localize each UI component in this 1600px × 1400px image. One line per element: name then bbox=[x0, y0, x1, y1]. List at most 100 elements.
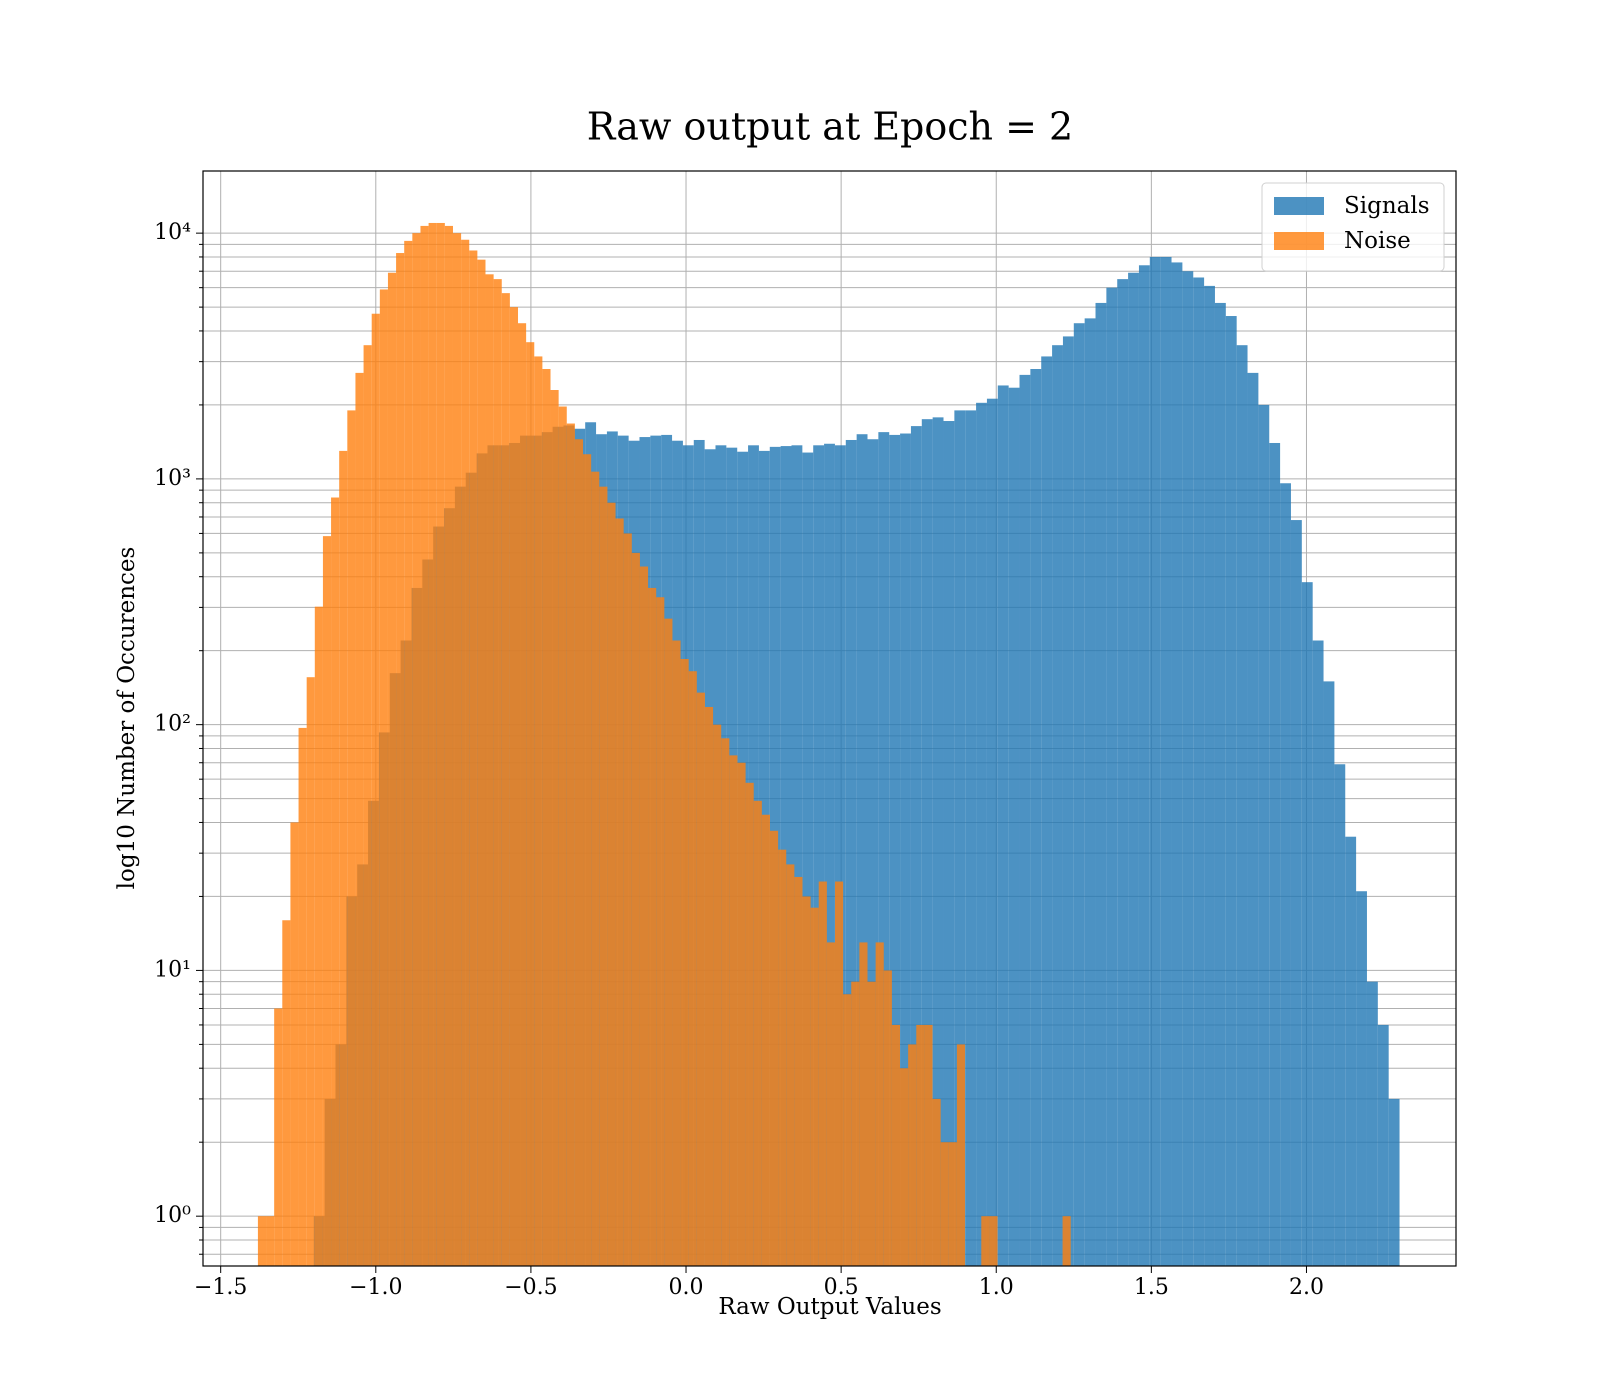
bar bbox=[656, 597, 665, 1266]
bar bbox=[379, 289, 388, 1266]
bar bbox=[989, 1216, 998, 1266]
bar bbox=[518, 323, 527, 1266]
bar bbox=[274, 1008, 283, 1266]
bar bbox=[1019, 374, 1031, 1266]
bar bbox=[943, 421, 955, 1267]
bar bbox=[623, 533, 632, 1266]
legend-swatch bbox=[1274, 232, 1324, 250]
bar bbox=[908, 1044, 917, 1266]
bar bbox=[428, 222, 437, 1267]
bar bbox=[910, 426, 922, 1266]
bar bbox=[1204, 285, 1215, 1266]
axes: −1.5 −1.0 −0.5 0.0 0.5 1.0 1.5 2.0 10⁰ 10¹ 10² 10³ 1… bbox=[154, 170, 1457, 1300]
bar bbox=[501, 293, 510, 1266]
bar bbox=[1062, 336, 1074, 1266]
bar bbox=[509, 307, 519, 1266]
bar bbox=[1052, 345, 1063, 1266]
x-tick-label: −1.0 bbox=[349, 1275, 402, 1300]
legend-label: Noise bbox=[1344, 228, 1411, 254]
bar bbox=[965, 410, 977, 1266]
bar bbox=[802, 896, 811, 1266]
bar bbox=[791, 445, 803, 1266]
bar bbox=[436, 222, 445, 1267]
bar bbox=[1269, 442, 1281, 1267]
bar bbox=[412, 233, 421, 1267]
bars bbox=[257, 222, 1400, 1267]
bar bbox=[534, 356, 543, 1267]
bar bbox=[542, 369, 551, 1267]
bar bbox=[1128, 272, 1139, 1266]
bar bbox=[493, 279, 502, 1266]
bar bbox=[371, 313, 380, 1266]
bar bbox=[986, 398, 998, 1266]
bar bbox=[1356, 891, 1367, 1266]
bar bbox=[664, 618, 673, 1266]
bar bbox=[976, 402, 987, 1267]
bar bbox=[339, 450, 348, 1267]
bar bbox=[266, 1216, 275, 1266]
bar bbox=[867, 981, 876, 1266]
bar bbox=[843, 994, 852, 1266]
bar bbox=[298, 727, 307, 1266]
x-tick-label: −1.5 bbox=[194, 1275, 247, 1300]
bar bbox=[721, 738, 730, 1266]
bar bbox=[1247, 372, 1259, 1267]
bar bbox=[1280, 483, 1291, 1266]
y-tick-label: 10³ bbox=[154, 466, 191, 491]
bar bbox=[956, 1044, 966, 1266]
bar bbox=[1225, 316, 1237, 1266]
bar bbox=[257, 1216, 267, 1266]
bar bbox=[794, 876, 803, 1266]
bar bbox=[639, 566, 649, 1266]
chart-title: Raw output at Epoch = 2 bbox=[587, 105, 1073, 149]
bar bbox=[566, 423, 575, 1266]
x-tick-label: 1.0 bbox=[979, 1275, 1014, 1300]
y-tick-label: 10⁴ bbox=[154, 220, 191, 245]
y-axis-label: log10 Number of Occurences bbox=[114, 547, 140, 890]
bar bbox=[615, 518, 624, 1266]
bar bbox=[921, 419, 933, 1266]
bar bbox=[818, 881, 827, 1266]
bar bbox=[826, 942, 835, 1266]
bar bbox=[387, 272, 397, 1266]
bar bbox=[900, 433, 911, 1267]
bar bbox=[631, 552, 640, 1266]
bar bbox=[355, 372, 364, 1267]
bar bbox=[1095, 302, 1107, 1266]
bar bbox=[347, 410, 356, 1266]
bar bbox=[891, 1024, 901, 1266]
bar bbox=[981, 1216, 990, 1266]
bar bbox=[461, 239, 470, 1266]
bar bbox=[1160, 256, 1172, 1266]
legend-swatch bbox=[1274, 197, 1324, 215]
bar bbox=[845, 439, 857, 1266]
bar bbox=[452, 233, 462, 1267]
bar bbox=[1062, 1216, 1071, 1266]
bar bbox=[1008, 387, 1020, 1266]
bar bbox=[761, 814, 770, 1266]
bar bbox=[599, 486, 608, 1266]
bar bbox=[322, 536, 332, 1266]
bar bbox=[331, 497, 340, 1266]
y-tick-label: 10¹ bbox=[154, 957, 191, 982]
bar bbox=[729, 755, 738, 1266]
bar bbox=[1236, 345, 1248, 1266]
bar bbox=[802, 452, 814, 1267]
bar bbox=[1388, 1098, 1400, 1266]
legend-label: Signals bbox=[1344, 193, 1430, 219]
bar bbox=[1084, 318, 1096, 1266]
bar bbox=[948, 1142, 957, 1266]
bar bbox=[753, 800, 762, 1266]
bar bbox=[1366, 981, 1378, 1266]
bar bbox=[867, 439, 879, 1267]
bar bbox=[404, 240, 413, 1267]
x-tick-label: 1.5 bbox=[1134, 1275, 1169, 1300]
bar bbox=[1182, 271, 1194, 1266]
bar bbox=[834, 881, 844, 1266]
bar bbox=[1334, 764, 1346, 1266]
y-tick-label: 10² bbox=[154, 712, 191, 737]
bar bbox=[1171, 262, 1183, 1266]
bar bbox=[704, 706, 714, 1266]
bar bbox=[574, 439, 584, 1267]
bar bbox=[900, 1068, 909, 1266]
